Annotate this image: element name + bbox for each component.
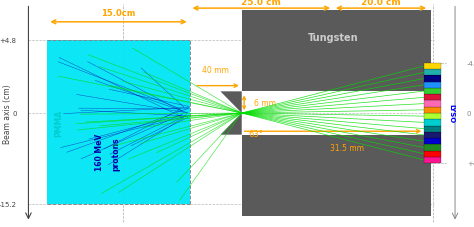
Bar	[47, 41, 190, 204]
Bar	[424, 95, 441, 101]
Text: 31.5 mm: 31.5 mm	[330, 143, 364, 152]
Bar	[424, 107, 441, 114]
Text: Beam axis (cm): Beam axis (cm)	[3, 84, 11, 143]
Bar	[424, 120, 441, 126]
Text: -15.2: -15.2	[0, 201, 17, 207]
Bar	[424, 64, 441, 70]
Text: 25.0 cm: 25.0 cm	[241, 0, 281, 7]
Text: 0: 0	[467, 111, 471, 116]
Bar	[424, 76, 441, 82]
Bar	[424, 151, 441, 157]
Text: 20.0 cm: 20.0 cm	[361, 0, 401, 7]
Text: +4.8: +4.8	[0, 38, 17, 44]
Text: protons: protons	[112, 137, 120, 170]
Text: 63°: 63°	[249, 129, 264, 138]
Text: 6 mm: 6 mm	[254, 99, 275, 108]
Text: 15.0cm: 15.0cm	[101, 9, 136, 18]
Bar	[424, 101, 441, 107]
Polygon shape	[220, 92, 242, 114]
Text: 160 MeV: 160 MeV	[95, 133, 104, 170]
Bar	[424, 82, 441, 89]
Bar	[424, 70, 441, 76]
Text: 40 mm: 40 mm	[202, 66, 229, 75]
Bar	[242, 135, 424, 216]
Text: -4.0: -4.0	[467, 61, 474, 67]
Bar	[424, 126, 441, 132]
Bar	[424, 157, 441, 163]
Text: PMMA: PMMA	[55, 109, 64, 136]
Text: Tungsten: Tungsten	[308, 33, 358, 43]
Polygon shape	[220, 114, 242, 135]
Bar	[424, 132, 441, 138]
Bar	[424, 145, 441, 151]
Bar	[424, 114, 441, 120]
Bar	[242, 11, 424, 92]
Bar	[424, 138, 441, 145]
Text: +4.0: +4.0	[467, 160, 474, 166]
Bar	[424, 89, 441, 95]
Bar	[424, 11, 431, 216]
Text: 0: 0	[12, 111, 17, 116]
Text: LYSO: LYSO	[448, 104, 454, 123]
